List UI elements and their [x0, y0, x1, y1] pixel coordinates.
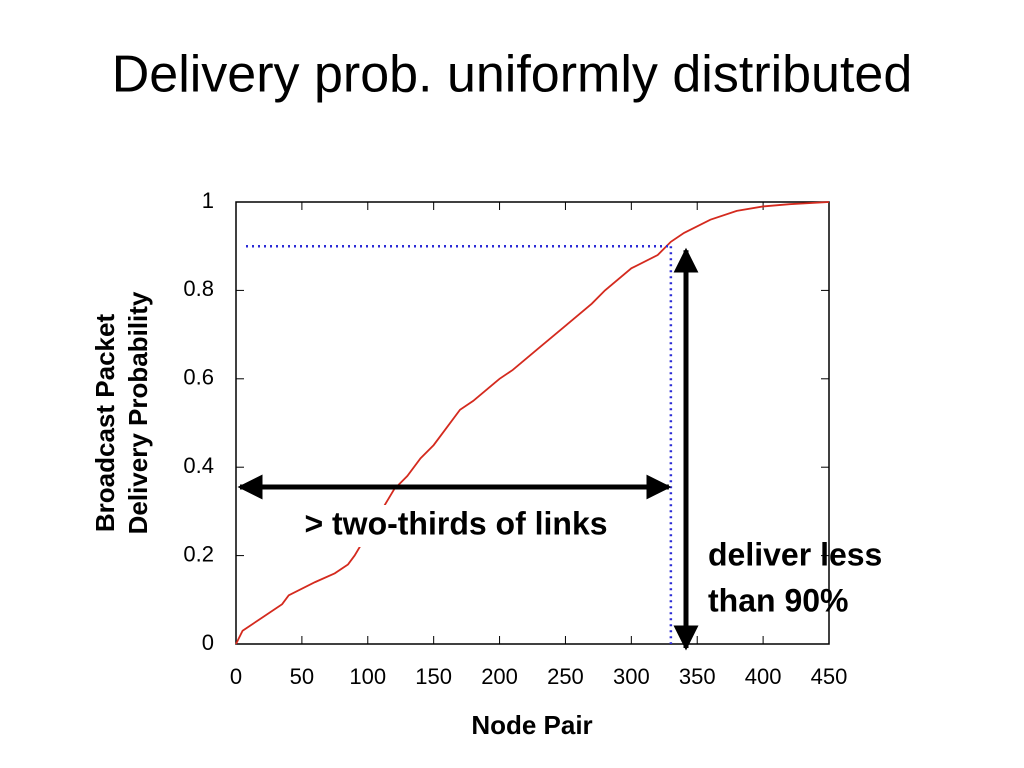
- annotation-background: [262, 505, 650, 547]
- x-tick-label: 300: [613, 664, 650, 689]
- annotation: > two-thirds of links: [304, 505, 607, 541]
- y-tick-label: 0.8: [183, 276, 214, 301]
- y-tick-label: 0.2: [183, 541, 214, 566]
- data-line: [235, 201, 830, 645]
- x-tick-label: 200: [481, 664, 518, 689]
- x-tick-label: 350: [679, 664, 716, 689]
- y-axis-label: Broadcast Packet: [90, 314, 120, 533]
- x-tick-label: 100: [349, 664, 386, 689]
- y-tick-label: 0.6: [183, 365, 214, 390]
- annotation: deliver less: [708, 536, 882, 572]
- x-tick-label: 450: [811, 664, 848, 689]
- x-tick-label: 50: [290, 664, 314, 689]
- x-tick-label: 0: [230, 664, 242, 689]
- x-tick-label: 150: [415, 664, 452, 689]
- plot-frame: [235, 201, 830, 645]
- x-tick-label: 250: [547, 664, 584, 689]
- y-tick-label: 0.4: [183, 453, 214, 478]
- x-tick-label: 400: [745, 664, 782, 689]
- y-axis-label: Delivery Probability: [123, 291, 153, 534]
- x-axis-label: Node Pair: [471, 710, 592, 740]
- y-tick-label: 1: [202, 188, 214, 213]
- annotation: than 90%: [708, 582, 848, 618]
- slide-title: Delivery prob. uniformly distributed: [112, 46, 913, 104]
- y-tick-label: 0: [202, 630, 214, 655]
